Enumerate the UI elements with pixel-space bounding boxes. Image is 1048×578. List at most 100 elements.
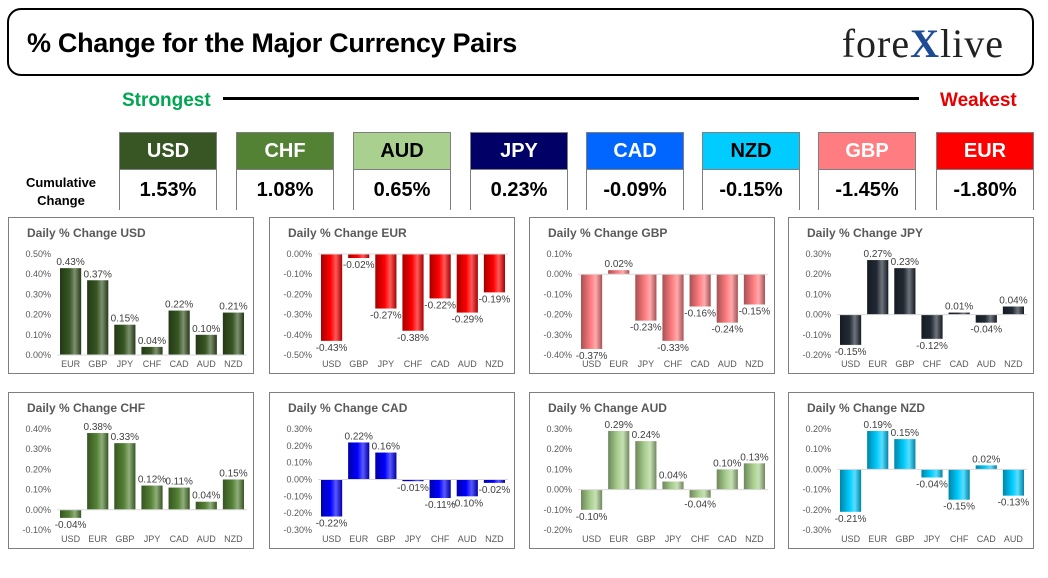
x-tick-label: EUR (868, 534, 888, 544)
x-tick-label: JPY (378, 359, 395, 369)
data-label: -0.12% (916, 341, 948, 352)
data-label: -0.33% (657, 343, 689, 354)
bar-cad (975, 465, 997, 470)
y-tick-label: -0.10% (543, 289, 572, 299)
y-tick-label: 0.10% (546, 249, 572, 259)
currency-code: JPY (471, 133, 567, 170)
y-tick-label: -0.30% (283, 310, 312, 320)
x-tick-label: JPY (924, 534, 941, 544)
strongest-label: Strongest (122, 90, 211, 111)
chart-panel-8: Daily % Change NZD 0.20% 0.10% 0.00% -0.10% -… (788, 392, 1034, 549)
bar-chf (662, 274, 684, 341)
bar-gbp (348, 254, 370, 259)
data-label: 0.10% (713, 458, 741, 469)
x-tick-label: AUD (458, 534, 478, 544)
bar-aud (195, 334, 217, 355)
bar-aud (1002, 469, 1025, 496)
bar-jpy (635, 274, 657, 321)
data-label: 0.11% (165, 477, 193, 488)
chart-panel-5: Daily % Change CHF 0.40% 0.30% 0.20% 0.10% 0.… (8, 392, 254, 549)
x-tick-label: NZD (485, 359, 504, 369)
x-tick-label: JPY (665, 534, 682, 544)
y-tick-label: -0.10% (802, 330, 831, 340)
y-tick-label: -0.30% (283, 525, 312, 535)
data-label: 0.29% (605, 420, 633, 431)
data-label: -0.38% (397, 333, 429, 344)
y-tick-label: 0.30% (546, 424, 572, 434)
x-tick-label: CAD (950, 359, 970, 369)
x-tick-label: AUD (197, 534, 217, 544)
y-tick-label: -0.20% (543, 525, 572, 535)
data-label: -0.22% (316, 519, 348, 530)
bar-nzd (483, 254, 506, 293)
data-label: -0.11% (425, 500, 456, 511)
x-tick-label: EUR (868, 359, 888, 369)
x-tick-label: CHF (404, 359, 423, 369)
y-tick-label: 0.20% (25, 464, 51, 474)
data-label: 0.12% (138, 475, 166, 486)
currency-code: EUR (937, 133, 1033, 170)
data-label: 0.24% (632, 430, 660, 441)
data-label: -0.04% (916, 479, 948, 490)
x-tick-label: USD (61, 534, 81, 544)
bar-eur (87, 433, 109, 510)
x-tick-label: USD (841, 359, 861, 369)
logo-text-left: fore (841, 21, 911, 66)
currency-cumulative-value: 0.23% (471, 170, 567, 210)
chart-panel-4: Daily % Change JPY 0.30% 0.20% 0.10% 0.00% -0… (788, 217, 1034, 374)
data-label: 0.23% (891, 257, 919, 268)
y-tick-label: -0.30% (802, 525, 831, 535)
y-tick-label: -0.20% (543, 310, 572, 320)
bar-usd (839, 314, 862, 345)
data-label: 0.21% (219, 302, 247, 313)
bar-usd (580, 489, 603, 510)
bar-chf (402, 254, 424, 331)
bar-cad (689, 274, 711, 307)
x-tick-label: NZD (745, 534, 764, 544)
currency-cumulative-value: -1.45% (819, 170, 915, 210)
data-label: 0.15% (219, 469, 247, 480)
data-label: -0.13% (998, 498, 1030, 509)
y-tick-label: 0.40% (25, 269, 51, 279)
forexlive-logo: foreXlive (842, 20, 1004, 67)
bar-chf (141, 346, 163, 355)
x-tick-label: AUD (458, 359, 478, 369)
x-tick-label: CHF (923, 359, 942, 369)
x-tick-label: GBP (88, 359, 107, 369)
bar-usd (320, 479, 343, 517)
bar-gbp (87, 280, 109, 355)
bar-gbp (894, 268, 916, 315)
data-label: -0.21% (835, 514, 867, 525)
bar-nzd (1002, 306, 1025, 315)
currency-box-eur: EUR -1.80% (936, 132, 1034, 210)
y-tick-label: 0.10% (25, 485, 51, 495)
currency-box-nzd: NZD -0.15% (702, 132, 800, 210)
y-tick-label: -0.50% (283, 350, 312, 360)
chart-title: Daily % Change CAD (288, 401, 408, 415)
data-label: 0.22% (165, 300, 193, 311)
x-tick-label: JPY (405, 534, 422, 544)
bar-chf (921, 314, 943, 339)
y-tick-label: 0.10% (805, 444, 831, 454)
data-label: -0.02% (343, 260, 375, 271)
x-tick-label: GBP (376, 534, 395, 544)
currency-cumulative-value: 0.65% (354, 170, 450, 210)
bar-nzd (743, 463, 766, 490)
bar-aud (716, 274, 738, 323)
y-tick-label: 0.20% (546, 444, 572, 454)
data-label: -0.02% (479, 485, 511, 496)
data-label: 0.27% (864, 249, 892, 260)
y-tick-label: -0.20% (283, 289, 312, 299)
y-tick-label: -0.10% (283, 269, 312, 279)
data-label: -0.23% (630, 323, 662, 334)
currency-cumulative-value: -0.09% (587, 170, 683, 210)
data-label: -0.04% (970, 325, 1002, 336)
chart-title: Daily % Change NZD (807, 401, 926, 415)
bar-gbp (894, 439, 916, 470)
data-label: -0.37% (576, 351, 608, 362)
y-tick-label: -0.10% (283, 491, 312, 501)
currency-cumulative-value: -0.15% (703, 170, 799, 210)
bar-chart-svg: 0.10% 0.00% -0.10% -0.20% -0.30% -0.40% -0.37%… (543, 249, 770, 369)
bar-jpy (921, 469, 943, 478)
data-label: -0.15% (943, 502, 975, 513)
